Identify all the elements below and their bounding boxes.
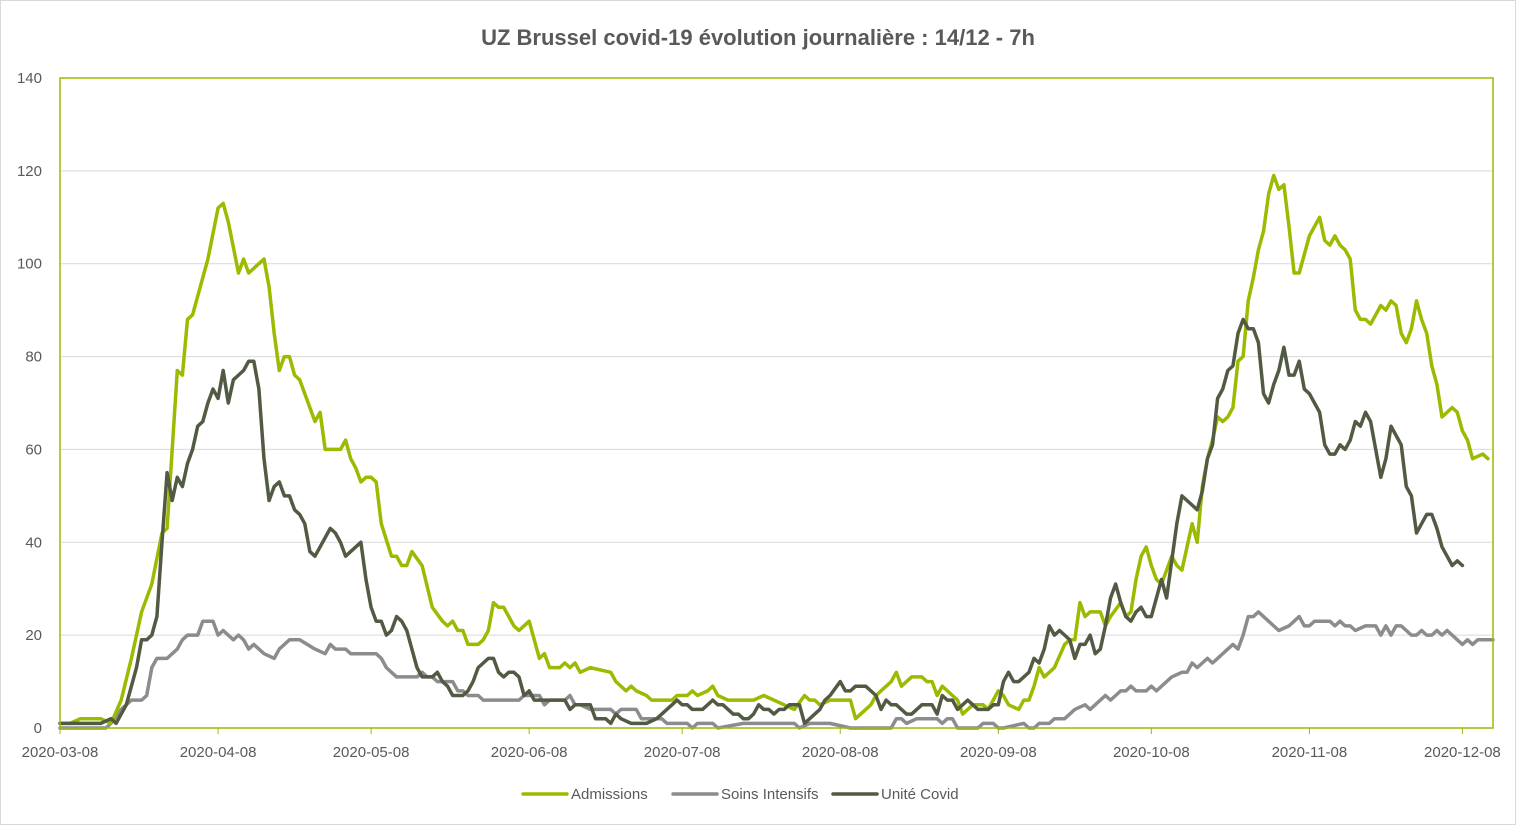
x-axis-ticks: 2020-03-08 2020-04-08 2020-05-08 2020-06-08… — [22, 728, 1501, 761]
y-tick-label: 60 — [25, 441, 42, 458]
legend: Admissions Soins Intensifs Unité Covid — [521, 786, 959, 803]
x-tick-label: 2020-07-08 — [644, 744, 721, 761]
gridlines — [60, 77, 1493, 729]
x-tick-label: 2020-10-08 — [1113, 744, 1190, 761]
y-tick-label: 100 — [17, 256, 42, 273]
series-line-unit-covid — [58, 317, 1465, 726]
y-tick-label: 120 — [17, 163, 42, 180]
y-tick-label: 80 — [25, 349, 42, 366]
x-tick-label: 2020-05-08 — [333, 744, 410, 761]
y-tick-label: 20 — [25, 627, 42, 644]
legend-label: Soins Intensifs — [721, 786, 819, 803]
x-tick-label: 2020-11-08 — [1272, 744, 1348, 761]
legend-label: Admissions — [571, 786, 648, 803]
y-axis-ticks: 0 20 40 60 80 100 120 140 — [17, 70, 42, 737]
y-tick-label: 140 — [17, 70, 42, 87]
x-tick-label: 2020-08-08 — [802, 744, 879, 761]
x-tick-label: 2020-12-08 — [1424, 744, 1501, 761]
series-line-soins-intensifs — [58, 610, 1495, 730]
series-lines — [58, 173, 1495, 730]
plot-area-border — [59, 77, 1494, 729]
x-tick-label: 2020-04-08 — [180, 744, 257, 761]
x-tick-label: 2020-06-08 — [491, 744, 568, 761]
x-tick-label: 2020-09-08 — [960, 744, 1037, 761]
chart-title: UZ Brussel covid-19 évolution journalièr… — [481, 25, 1035, 50]
series-line-admissions — [58, 173, 1490, 726]
y-tick-label: 40 — [25, 534, 42, 551]
x-tick-label: 2020-03-08 — [22, 744, 99, 761]
legend-label: Unité Covid — [881, 786, 959, 803]
y-tick-label: 0 — [34, 720, 42, 737]
